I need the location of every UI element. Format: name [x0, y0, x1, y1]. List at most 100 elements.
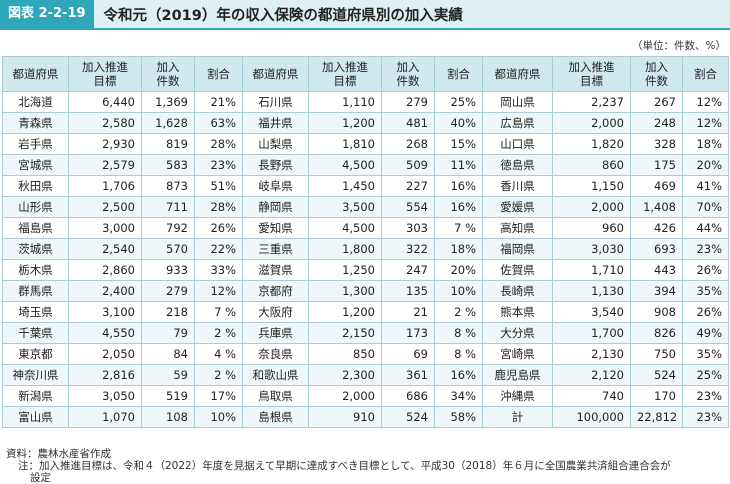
footnote-line-1: 注：加入推進目標は、令和４（2022）年度を見据えて早期に達成すべき目標として、…	[18, 460, 671, 472]
ratio-cell: 41%	[682, 175, 729, 197]
ratio-cell: 23%	[682, 238, 729, 260]
prefecture-cell: 山梨県	[242, 133, 309, 155]
prefecture-cell: 福井県	[242, 112, 309, 134]
prefecture-cell: 愛媛県	[482, 196, 553, 218]
prefecture-cell: 栃木県	[2, 259, 69, 281]
target-cell: 1,450	[308, 175, 382, 197]
target-cell: 2,237	[552, 91, 631, 113]
prefecture-cell: 群馬県	[2, 280, 69, 302]
prefecture-cell: 新潟県	[2, 385, 69, 407]
enrolled-cell: 79	[141, 322, 195, 344]
enrolled-cell: 170	[630, 385, 683, 407]
target-cell: 1,810	[308, 133, 382, 155]
target-cell: 850	[308, 343, 382, 365]
prefecture-cell: 兵庫県	[242, 322, 309, 344]
enrolled-cell: 570	[141, 238, 195, 260]
ratio-cell: 40%	[434, 112, 483, 134]
ratio-cell: 2 %	[194, 364, 243, 386]
enrolled-cell: 175	[630, 154, 683, 176]
table-row: 神奈川県 2,816 59 2 % 和歌山県 2,300 361 16% 鹿児島県 2,120 52…	[2, 364, 729, 386]
enrolled-cell: 481	[381, 112, 435, 134]
target-cell: 3,050	[68, 385, 142, 407]
enrolled-cell: 361	[381, 364, 435, 386]
table-row: 岩手県 2,930 819 28% 山梨県 1,810 268 15% 山口県 1,820 328 1…	[2, 133, 729, 155]
prefecture-cell: 福岡県	[482, 238, 553, 260]
prefecture-cell: 静岡県	[242, 196, 309, 218]
column-header: 加入推進 目標	[68, 56, 142, 92]
source-note: 資料：農林水産省作成	[6, 448, 111, 460]
enrolled-cell: 173	[381, 322, 435, 344]
target-cell: 6,440	[68, 91, 142, 113]
target-cell: 1,820	[552, 133, 631, 155]
ratio-cell: 28%	[194, 196, 243, 218]
table-row: 福島県 3,000 792 26% 愛知県 4,500 303 7 % 高知県 960 426 44%	[2, 217, 729, 239]
prefecture-cell: 和歌山県	[242, 364, 309, 386]
enrolled-cell: 22,812	[630, 406, 683, 428]
figure-label: 図表 2-2-19	[0, 0, 94, 28]
prefecture-cell: 長野県	[242, 154, 309, 176]
table-row: 埼玉県 3,100 218 7 % 大阪府 1,200 21 2 % 熊本県 3,540 908 26…	[2, 301, 729, 323]
column-header: 加入推進 目標	[552, 56, 631, 92]
ratio-cell: 12%	[682, 112, 729, 134]
column-header: 割合	[682, 56, 729, 92]
target-cell: 3,500	[308, 196, 382, 218]
prefecture-cell: 徳島県	[482, 154, 553, 176]
ratio-cell: 16%	[434, 196, 483, 218]
ratio-cell: 25%	[682, 364, 729, 386]
enrolled-cell: 873	[141, 175, 195, 197]
table-row: 北海道 6,440 1,369 21% 石川県 1,110 279 25% 岡山県 2,237 26…	[2, 91, 729, 113]
target-cell: 1,130	[552, 280, 631, 302]
prefecture-cell: 岡山県	[482, 91, 553, 113]
target-cell: 4,500	[308, 154, 382, 176]
prefecture-cell: 滋賀県	[242, 259, 309, 281]
column-header: 割合	[434, 56, 483, 92]
target-cell: 910	[308, 406, 382, 428]
target-cell: 1,250	[308, 259, 382, 281]
figure-title-bar: 図表 2-2-19 令和元（2019）年の収入保険の都道府県別の加入実績	[0, 0, 730, 30]
prefecture-cell: 宮崎県	[482, 343, 553, 365]
table-row: 茨城県 2,540 570 22% 三重県 1,800 322 18% 福岡県 3,030 693 2…	[2, 238, 729, 260]
enrolled-cell: 792	[141, 217, 195, 239]
prefecture-cell: 福島県	[2, 217, 69, 239]
target-cell: 2,130	[552, 343, 631, 365]
enrolled-cell: 1,408	[630, 196, 683, 218]
target-cell: 2,000	[552, 112, 631, 134]
enrolled-cell: 135	[381, 280, 435, 302]
enrolled-cell: 267	[630, 91, 683, 113]
enrolled-cell: 686	[381, 385, 435, 407]
target-cell: 2,120	[552, 364, 631, 386]
unit-note: （単位：件数、%）	[632, 40, 726, 52]
table-row: 千葉県 4,550 79 2 % 兵庫県 2,150 173 8 % 大分県 1,700 826 49…	[2, 322, 729, 344]
prefecture-cell: 大分県	[482, 322, 553, 344]
ratio-cell: 26%	[194, 217, 243, 239]
target-cell: 2,860	[68, 259, 142, 281]
enrolled-cell: 826	[630, 322, 683, 344]
column-header: 加入推進 目標	[308, 56, 382, 92]
prefecture-cell: 島根県	[242, 406, 309, 428]
prefecture-cell: 香川県	[482, 175, 553, 197]
ratio-cell: 51%	[194, 175, 243, 197]
prefecture-cell: 熊本県	[482, 301, 553, 323]
column-header: 割合	[194, 56, 243, 92]
column-header: 都道府県	[2, 56, 69, 92]
ratio-cell: 35%	[682, 280, 729, 302]
target-cell: 1,110	[308, 91, 382, 113]
target-cell: 1,300	[308, 280, 382, 302]
enrolled-cell: 268	[381, 133, 435, 155]
prefecture-cell: 富山県	[2, 406, 69, 428]
target-cell: 2,816	[68, 364, 142, 386]
enrolled-cell: 426	[630, 217, 683, 239]
ratio-cell: 23%	[194, 154, 243, 176]
footnote-line-2: 設定	[30, 472, 51, 484]
enrolled-cell: 218	[141, 301, 195, 323]
prefecture-cell: 沖縄県	[482, 385, 553, 407]
header-row: 都道府県 加入推進 目標 加入 件数 割合 都道府県 加入推進 目標 加入 件数 割合 都道府県 加入推進…	[2, 56, 729, 92]
enrolled-cell: 328	[630, 133, 683, 155]
target-cell: 2,540	[68, 238, 142, 260]
ratio-cell: 23%	[682, 406, 729, 428]
enrolled-cell: 1,369	[141, 91, 195, 113]
prefecture-cell: 岩手県	[2, 133, 69, 155]
enrolled-cell: 693	[630, 238, 683, 260]
ratio-cell: 35%	[682, 343, 729, 365]
enrolled-cell: 394	[630, 280, 683, 302]
